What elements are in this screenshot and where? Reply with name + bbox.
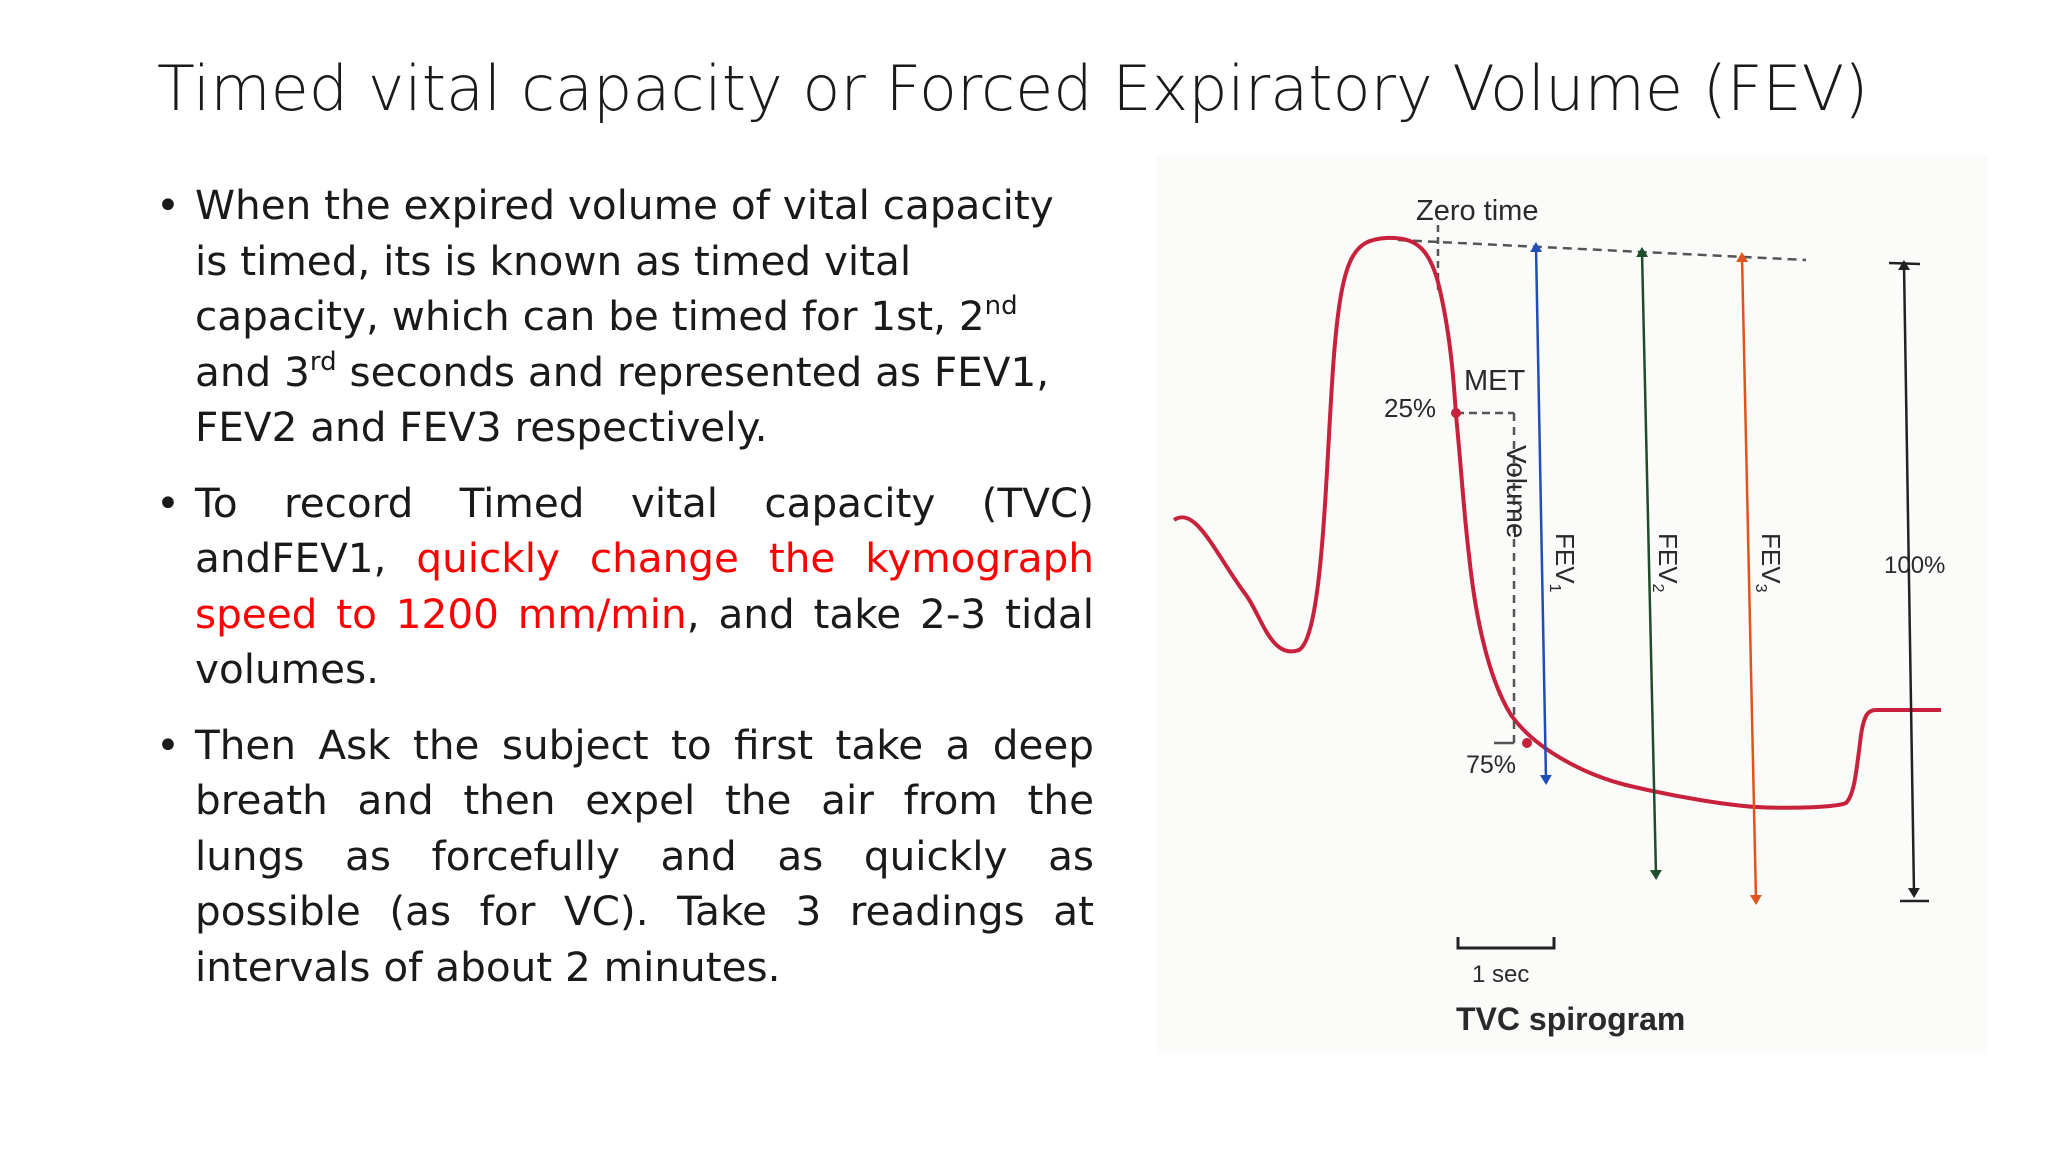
fev3-arrow [1736, 252, 1762, 905]
spirogram-svg: Zero time MET 25% 75% Volume FEV1 FEV2 F… [1172, 195, 1945, 1037]
percent-25-label: 25% [1384, 393, 1436, 423]
bullet-text-2: To record Timed vital capacity (TVC) and… [195, 478, 1095, 694]
bullet-marker: • [156, 720, 180, 769]
percent-75-label: 75% [1466, 751, 1516, 779]
point-75-percent [1522, 738, 1532, 748]
bullet-item-2: • To record Timed vital capacity (TVC) a… [150, 476, 1094, 698]
bullet-marker: • [156, 478, 180, 527]
bullet-text-1: When the expired volume of vital capacit… [195, 181, 1054, 451]
fev1-label: FEV1 [1546, 533, 1580, 593]
fev2-label: FEV2 [1649, 533, 1683, 593]
bullet-item-1: • When the expired volume of vital capac… [150, 178, 1094, 456]
zero-time-label: Zero time [1416, 195, 1538, 227]
fev1-arrow [1530, 242, 1552, 785]
met-label: MET [1464, 365, 1526, 397]
bullet-text-3: Then Ask the subject to first take a dee… [195, 720, 1094, 991]
scale-label: 1 sec [1472, 961, 1529, 988]
bullet-list: • When the expired volume of vital capac… [150, 178, 1094, 1015]
bullet-item-3: • Then Ask the subject to first take a d… [150, 718, 1094, 996]
bullet-marker: • [156, 181, 180, 229]
zero-time-line [1397, 238, 1807, 262]
fev3-label: FEV3 [1752, 533, 1786, 593]
one-second-scale-bar [1456, 937, 1556, 950]
total-100-top-tick [1888, 261, 1921, 266]
volume-label: Volume [1501, 445, 1532, 538]
percent-100-label: 100% [1884, 552, 1945, 579]
total-100-arrow [1898, 260, 1920, 898]
highlighted-instruction: quickly change the kymograph speed to 12… [195, 534, 1094, 638]
fev2-arrow [1636, 247, 1662, 880]
point-25-percent [1451, 408, 1461, 418]
slide-title: Timed vital capacity or Forced Expirator… [157, 52, 1869, 125]
spirogram-curve [1172, 235, 1941, 810]
spirogram-figure: Zero time MET 25% 75% Volume FEV1 FEV2 F… [1156, 155, 1988, 1055]
figure-caption: TVC spirogram [1456, 1001, 1685, 1037]
